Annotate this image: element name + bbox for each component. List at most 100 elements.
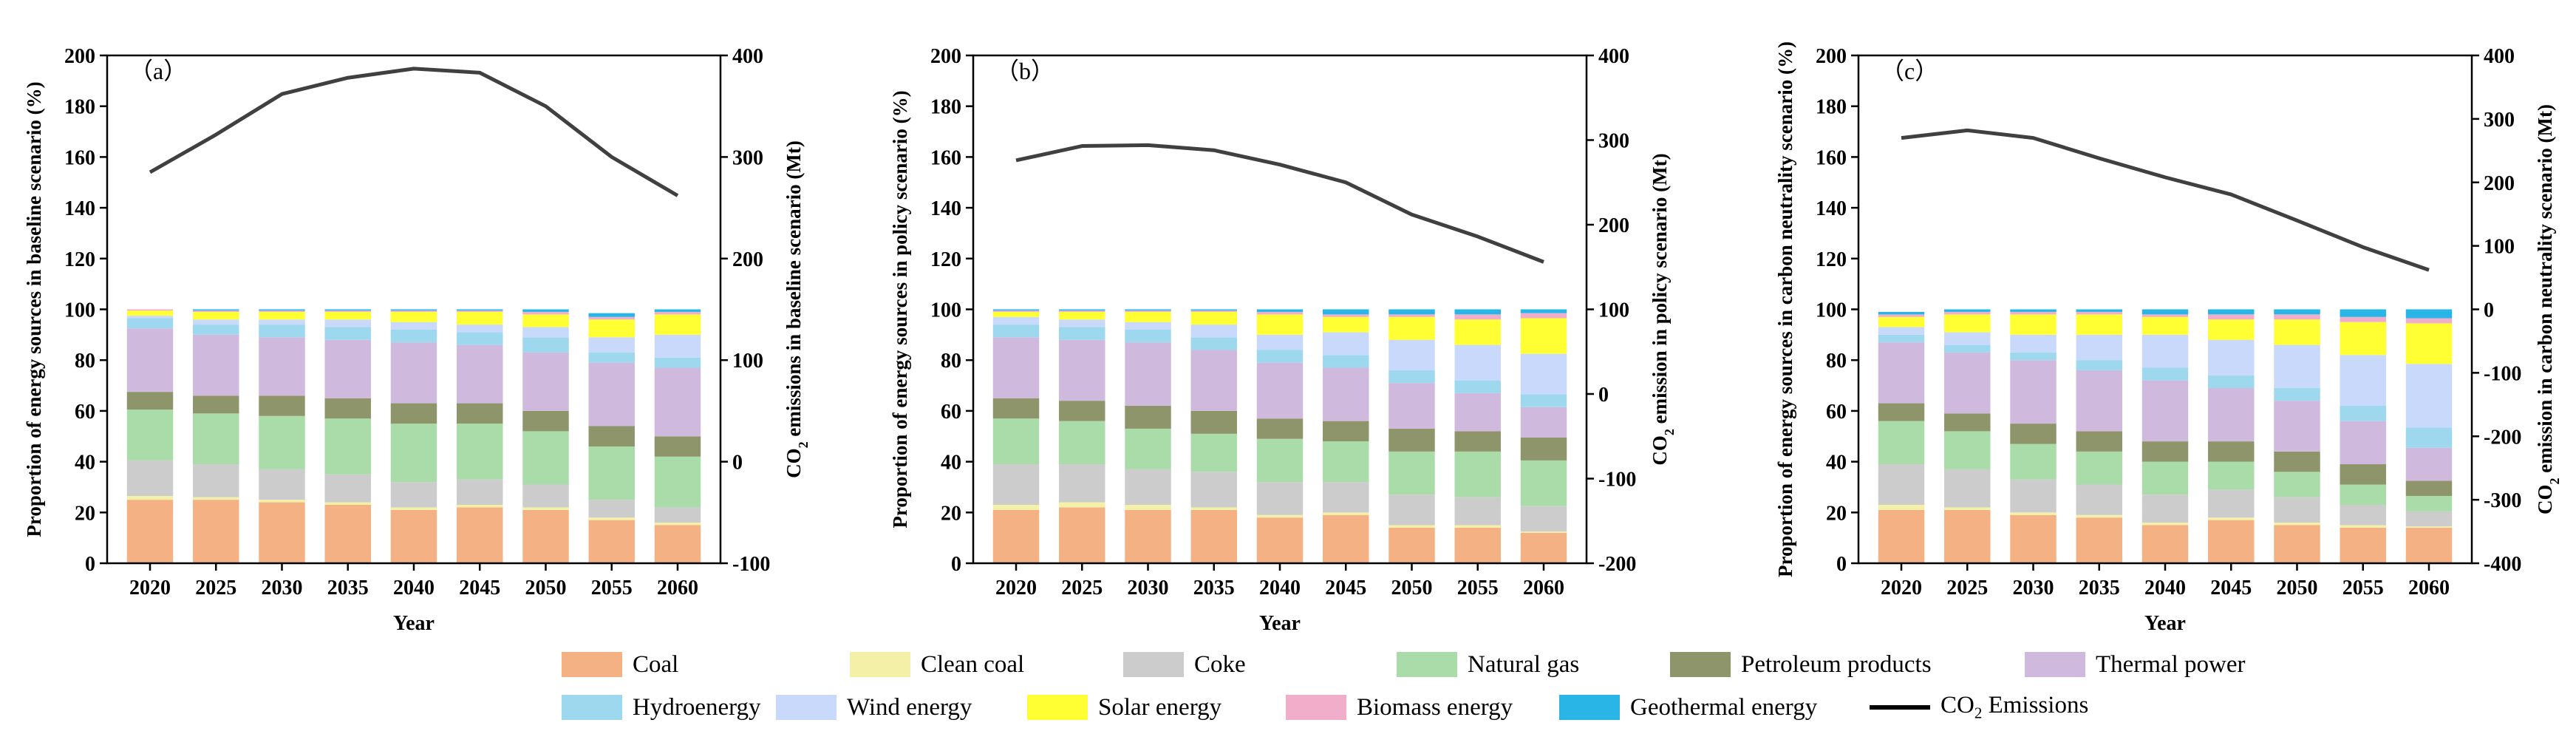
bar-biomass-energy-2060	[1520, 313, 1567, 319]
y-tick-label-0: 0	[951, 553, 961, 576]
legend-swatch-coal	[562, 652, 622, 677]
bar-clean-coal-2050	[1388, 525, 1435, 528]
bar-petroleum-products-2055	[2340, 464, 2386, 485]
legend-label-geothermal-energy: Geothermal energy	[1630, 693, 1818, 721]
bar-solar-energy-2045	[1323, 316, 1369, 333]
bar-thermal-power-2040	[2141, 380, 2189, 442]
bar-petroleum-products-2050	[522, 410, 569, 432]
y-tick-label-60: 60	[1826, 401, 1847, 424]
y-tick-label-100: 100	[1816, 299, 1847, 322]
bar-geothermal-energy-2055	[2340, 309, 2386, 317]
x-tick-label-2060: 2060	[1523, 577, 1564, 599]
bar-solar-energy-2020	[992, 311, 1040, 317]
bar-hydroenergy-2020	[992, 324, 1040, 338]
legend-item-biomass-energy: Biomass energy	[1286, 687, 1513, 727]
bar-thermal-power-2055	[2340, 421, 2386, 465]
legend-item-coal: Coal	[562, 645, 678, 684]
bar-geothermal-energy-2050	[1388, 309, 1435, 315]
y-tick-label-40: 40	[1826, 452, 1847, 475]
bar-geothermal-energy-2035	[1190, 309, 1237, 311]
legend-item-co2-emissions: CO2 Emissions	[1870, 687, 2088, 727]
bar-hydroenergy-2045	[457, 332, 503, 345]
bar-clean-coal-2020	[992, 505, 1040, 510]
bar-wind-energy-2030	[2010, 334, 2057, 353]
bar-natural-gas-2045	[1323, 441, 1369, 483]
bar-natural-gas-2045	[457, 424, 503, 480]
bar-biomass-energy-2020	[1878, 314, 1925, 317]
bar-biomass-energy-2040	[2141, 314, 2189, 317]
bar-thermal-power-2060	[654, 367, 701, 437]
y-tick-label-180: 180	[930, 96, 961, 119]
bar-coke-2060	[2405, 511, 2453, 527]
legend-label-clean-coal: Clean coal	[921, 650, 1025, 678]
bar-clean-coal-2025	[193, 497, 239, 500]
bar-hydroenergy-2035	[324, 327, 371, 340]
y-tick-label-120: 120	[1816, 248, 1847, 271]
bar-wind-energy-2060	[2405, 364, 2453, 428]
legend-item-natural-gas: Natural gas	[1397, 645, 1579, 684]
bar-natural-gas-2030	[1125, 428, 1171, 469]
bar-natural-gas-2035	[2076, 451, 2122, 485]
y2-tick-label-0: 0	[732, 452, 743, 475]
bar-hydroenergy-2025	[193, 324, 239, 335]
bar-wind-energy-2020	[126, 316, 174, 319]
bar-thermal-power-2045	[2208, 387, 2255, 442]
x-axis-label: Year	[393, 612, 435, 635]
bar-coal-2020	[126, 500, 174, 564]
y-tick-label-100: 100	[64, 299, 95, 322]
bar-petroleum-products-2060	[1520, 437, 1567, 461]
y2-tick-label-400: 400	[1598, 45, 1629, 68]
bar-biomass-energy-2030	[2010, 311, 2057, 315]
y-tick-label-40: 40	[941, 452, 961, 475]
y-tick-label-200: 200	[64, 45, 95, 68]
bar-wind-energy-2045	[2208, 339, 2255, 376]
bar-clean-coal-2025	[1059, 502, 1105, 508]
legend-label-co2-emissions: CO2 Emissions	[1940, 692, 2089, 722]
bar-wind-energy-2025	[193, 319, 239, 325]
bar-petroleum-products-2040	[1256, 418, 1304, 439]
bar-coke-2040	[390, 482, 437, 508]
bar-coal-2040	[1256, 517, 1304, 563]
bar-hydroenergy-2045	[1323, 355, 1369, 368]
y2-axis-label-part: CO	[783, 448, 805, 478]
bar-clean-coal-2030	[2010, 512, 2057, 515]
bar-hydroenergy-2050	[2274, 387, 2320, 401]
bar-solar-energy-2030	[1125, 311, 1171, 322]
bar-wind-energy-2050	[2274, 344, 2320, 388]
y-tick-label-0: 0	[85, 553, 95, 576]
y2-tick-label-300: 300	[732, 146, 763, 169]
bar-natural-gas-2020	[1878, 421, 1925, 465]
bar-geothermal-energy-2025	[193, 309, 239, 311]
bar-clean-coal-2035	[2076, 514, 2122, 518]
bar-coke-2045	[457, 479, 503, 505]
bar-petroleum-products-2030	[2010, 424, 2057, 444]
co2-emissions-line	[149, 67, 679, 197]
y-tick-label-0: 0	[1836, 553, 1847, 576]
panel-label: （b）	[995, 58, 1054, 84]
bar-hydroenergy-2040	[1256, 350, 1304, 363]
y2-tick-label-200: 200	[2484, 172, 2515, 195]
x-tick-label-2035: 2035	[2079, 577, 2120, 599]
bar-natural-gas-2060	[1520, 460, 1567, 506]
bar-biomass-energy-2050	[2274, 314, 2320, 320]
x-tick-label-2025: 2025	[1061, 577, 1103, 599]
bar-solar-energy-2025	[1059, 311, 1105, 320]
bar-solar-energy-2040	[1256, 314, 1304, 335]
bar-clean-coal-2020	[126, 495, 174, 500]
legend-label-natural-gas: Natural gas	[1468, 650, 1580, 678]
bar-biomass-energy-2055	[2340, 316, 2386, 322]
bar-petroleum-products-2045	[457, 403, 503, 424]
y-tick-label-120: 120	[64, 248, 95, 271]
bar-thermal-power-2035	[1190, 350, 1237, 411]
legend-swatch-solar-energy	[1027, 695, 1088, 720]
bar-geothermal-energy-2020	[992, 309, 1040, 311]
y2-tick-label--100: -100	[732, 553, 770, 576]
bar-geothermal-energy-2060	[2405, 309, 2453, 319]
bar-thermal-power-2035	[324, 339, 371, 398]
y2-axis-label-part: CO	[1649, 435, 1671, 466]
y-tick-label-160: 160	[64, 146, 95, 169]
bar-geothermal-energy-2025	[1944, 309, 1991, 312]
bar-thermal-power-2020	[126, 328, 174, 393]
bar-clean-coal-2040	[2141, 523, 2189, 526]
bar-wind-energy-2020	[1878, 327, 1925, 335]
